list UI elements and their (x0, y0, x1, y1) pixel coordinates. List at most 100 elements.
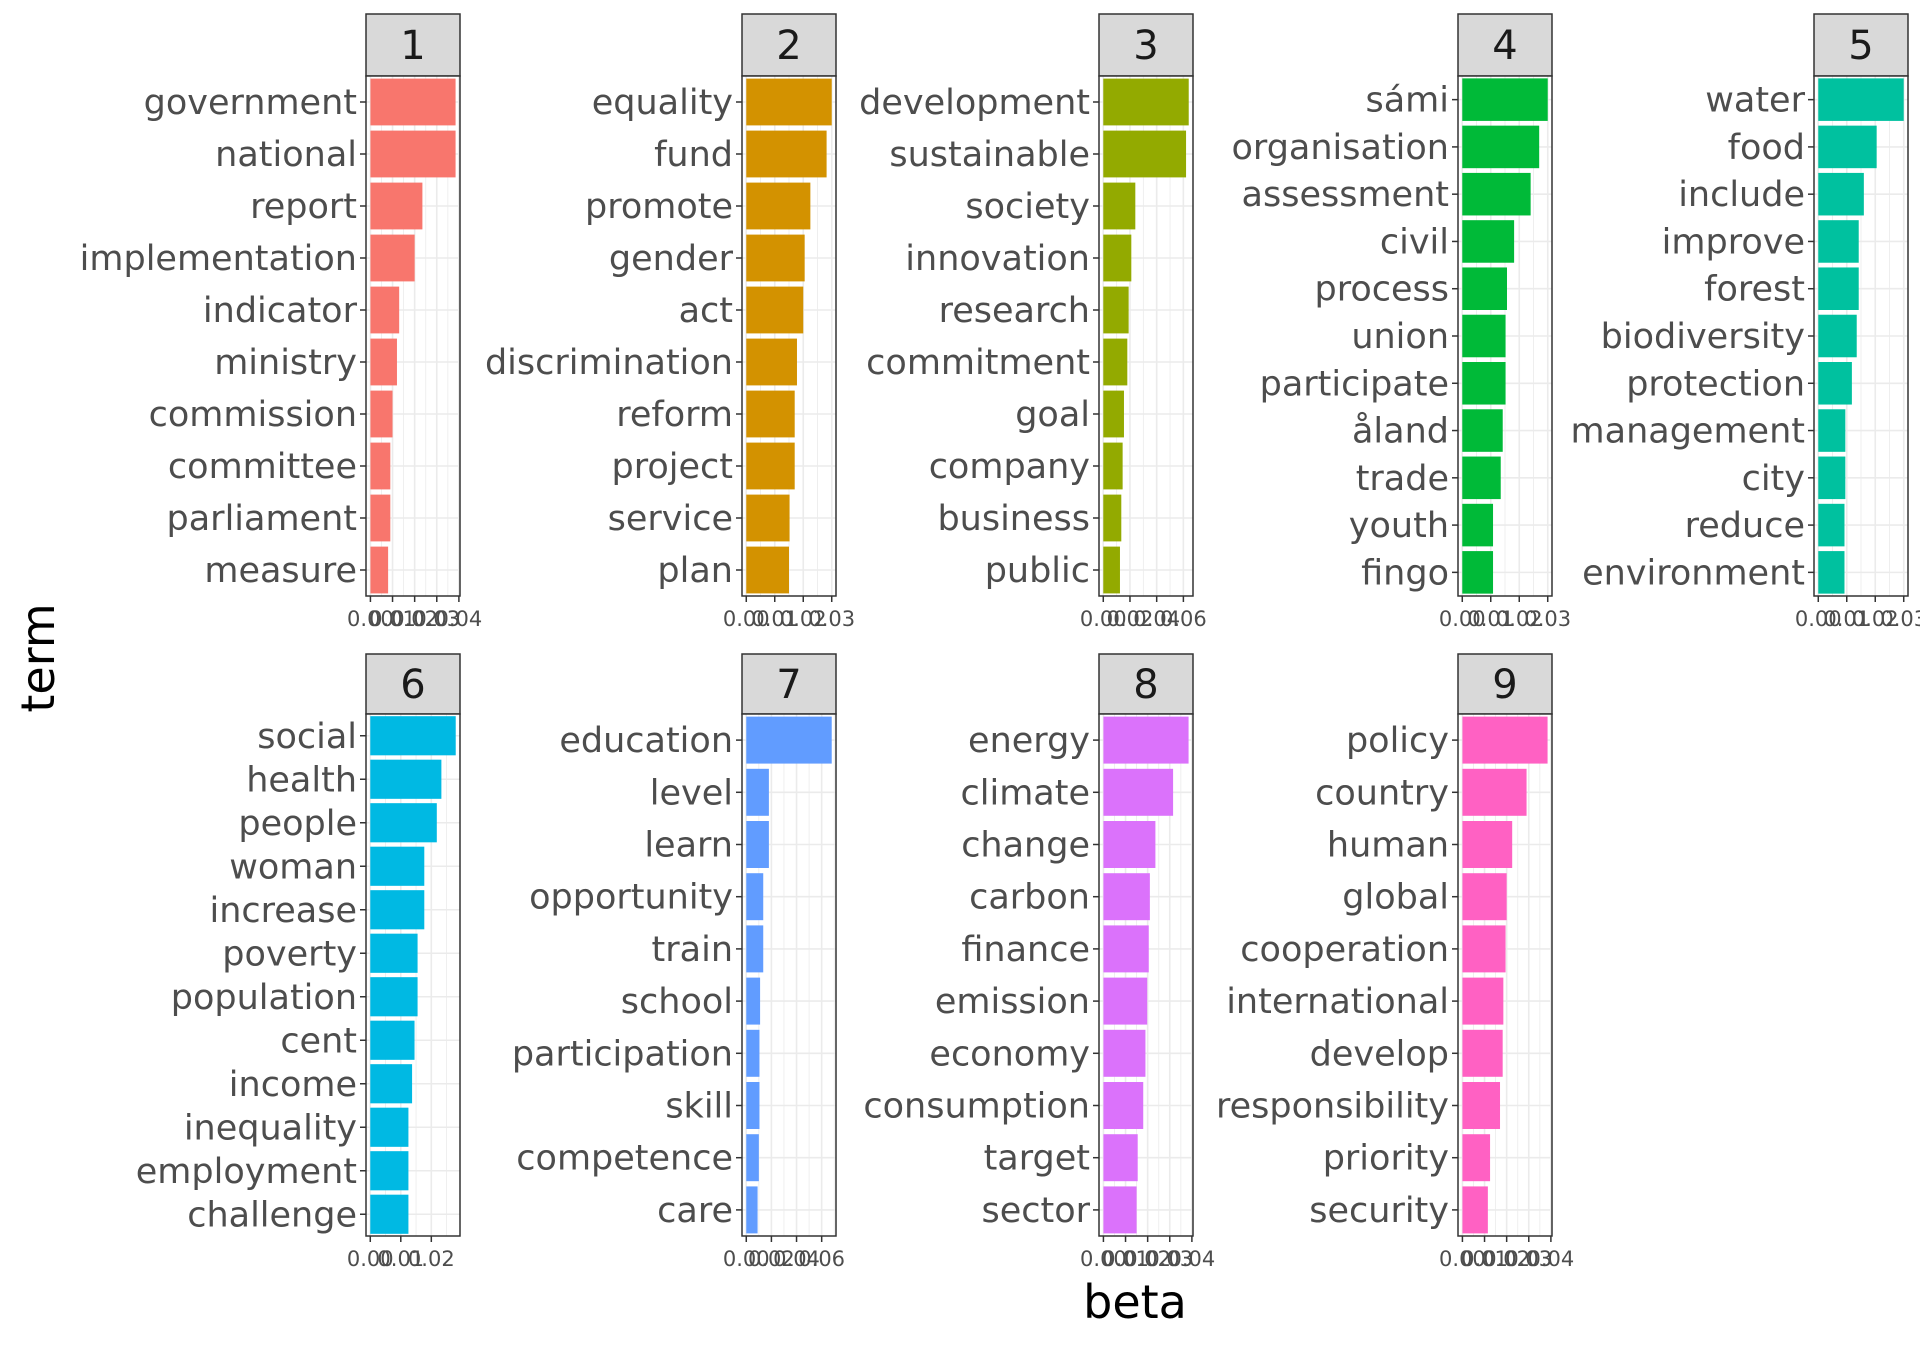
bar-consumption (1103, 1082, 1144, 1129)
bar-finance (1103, 925, 1149, 973)
bar-health (370, 759, 442, 799)
x-tick-label: 0.02 (1483, 1247, 1530, 1271)
facet-strip-label: 7 (776, 662, 801, 708)
bar-commitment (1103, 338, 1128, 386)
panel-border (1098, 75, 1194, 597)
term-label: company (929, 447, 1090, 487)
term-label: service (608, 499, 733, 539)
term-label: committee (168, 447, 357, 487)
term-label: reform (616, 395, 733, 435)
bar-cent (370, 1020, 415, 1060)
term-label: economy (929, 1034, 1090, 1074)
bar-poverty (370, 933, 418, 973)
x-tick-label: 0.01 (369, 607, 416, 631)
x-tick-label: 0.03 (1146, 1247, 1193, 1271)
bar-develop (1462, 1029, 1503, 1077)
bar-responsibility (1462, 1082, 1501, 1129)
bar-population (370, 977, 418, 1017)
bar-biodiversity (1818, 314, 1857, 358)
term-label: global (1342, 878, 1449, 918)
bar-business (1103, 494, 1122, 542)
bar-income (370, 1064, 413, 1104)
bar-sector (1103, 1186, 1137, 1234)
term-label: target (984, 1139, 1090, 1179)
x-tick-label: 0.03 (1524, 607, 1571, 631)
term-label: biodiversity (1601, 317, 1805, 357)
x-tick-label: 0.01 (377, 1247, 424, 1271)
bar-union (1462, 314, 1506, 358)
term-label: public (985, 551, 1090, 591)
term-label: organisation (1232, 128, 1450, 168)
facet-strip-label: 1 (400, 23, 425, 69)
x-tick-label: 0.06 (1160, 607, 1207, 631)
term-label: climate (961, 773, 1091, 813)
bar-public (1103, 546, 1120, 594)
x-tick-label: 0.04 (436, 607, 483, 631)
bar-human (1462, 821, 1513, 868)
term-label: inequality (184, 1108, 357, 1148)
term-label: consumption (863, 1087, 1090, 1127)
term-label: fingo (1361, 553, 1449, 593)
x-tick-label: 0.03 (1505, 1247, 1552, 1271)
facet-strip (1813, 13, 1909, 77)
term-label: improve (1662, 222, 1805, 262)
x-tick-label: 0.02 (1852, 607, 1899, 631)
facet-strip-label: 2 (776, 23, 801, 69)
x-tick-label: 0.02 (780, 607, 827, 631)
panel-border (741, 713, 837, 1237)
bar-include (1818, 172, 1864, 216)
bar-improve (1818, 220, 1859, 263)
term-label: city (1742, 459, 1805, 499)
bar-forest (1818, 267, 1859, 310)
panel-border (1457, 713, 1553, 1237)
bar-assessment (1462, 172, 1531, 216)
bar-participate (1462, 362, 1506, 405)
term-label: gender (609, 239, 734, 279)
term-label: assessment (1242, 175, 1449, 215)
x-tick-label: 0.00 (723, 607, 770, 631)
bar-youth (1462, 503, 1494, 547)
bar-target (1103, 1134, 1138, 1182)
term-label: develop (1310, 1034, 1449, 1074)
bar-promote (746, 182, 811, 230)
facet-panel-3: 3 development sustainable society innovation… (859, 13, 1207, 631)
bar-skill (746, 1082, 760, 1129)
term-label: goal (1015, 395, 1090, 435)
term-label: train (652, 930, 733, 970)
term-label: health (246, 760, 357, 800)
term-label: sector (981, 1191, 1090, 1231)
x-tick-label: 0.06 (798, 1247, 845, 1271)
term-label: åland (1352, 411, 1449, 452)
x-tick-label: 0.00 (347, 607, 394, 631)
facets-layer: 1 government national report implementation i… (80, 13, 1920, 1271)
term-label: report (250, 187, 357, 227)
term-label: social (257, 717, 357, 757)
bar-environment (1818, 551, 1845, 594)
term-label: civil (1380, 222, 1449, 262)
bar-international (1462, 977, 1504, 1025)
facet-panel-8: 8 energy climate change carbon finance emissio… (863, 653, 1215, 1271)
term-label: policy (1346, 721, 1449, 761)
x-tick-label: 0.00 (1080, 607, 1127, 631)
term-label: cooperation (1240, 930, 1449, 970)
panel-border (741, 75, 837, 597)
bar-development (1103, 78, 1189, 126)
bar-emission (1103, 977, 1148, 1025)
bar-management (1818, 409, 1846, 452)
term-label: population (171, 978, 357, 1018)
x-tick-label: 0.00 (1795, 607, 1842, 631)
bar-priority (1462, 1134, 1491, 1182)
x-tick-label: 0.01 (1823, 607, 1870, 631)
term-label: change (961, 826, 1090, 866)
term-label: youth (1349, 506, 1449, 546)
term-label: union (1351, 317, 1449, 357)
bar-goal (1103, 390, 1124, 438)
bar-sustainable (1103, 130, 1187, 178)
term-label: human (1327, 826, 1449, 866)
bar-committee (370, 442, 391, 490)
bar-social (370, 716, 456, 756)
facet-panel-5: 5 water food include improve forest biodiversi… (1571, 13, 1920, 631)
x-tick-label: 0.01 (1467, 607, 1514, 631)
